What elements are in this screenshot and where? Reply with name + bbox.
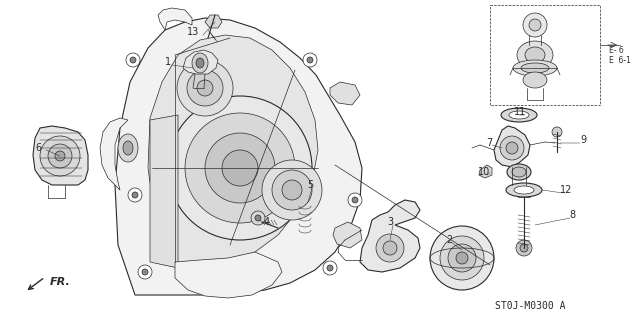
- Ellipse shape: [500, 136, 524, 160]
- Ellipse shape: [272, 170, 312, 210]
- Ellipse shape: [130, 57, 136, 63]
- Text: 10: 10: [478, 167, 490, 177]
- Text: 7: 7: [486, 138, 492, 148]
- Polygon shape: [183, 50, 218, 74]
- Ellipse shape: [448, 244, 476, 272]
- Ellipse shape: [525, 47, 545, 63]
- Ellipse shape: [348, 193, 362, 207]
- Text: 8: 8: [569, 210, 575, 220]
- Ellipse shape: [303, 53, 317, 67]
- Text: FR.: FR.: [50, 277, 71, 287]
- Text: 9: 9: [580, 135, 586, 145]
- Ellipse shape: [185, 113, 295, 223]
- Ellipse shape: [138, 265, 152, 279]
- Ellipse shape: [196, 58, 204, 68]
- Ellipse shape: [513, 60, 557, 76]
- Ellipse shape: [132, 192, 138, 198]
- Ellipse shape: [440, 236, 484, 280]
- Text: 12: 12: [560, 185, 572, 195]
- Ellipse shape: [55, 151, 65, 161]
- Ellipse shape: [456, 252, 468, 264]
- Ellipse shape: [222, 150, 258, 186]
- Ellipse shape: [126, 53, 140, 67]
- Ellipse shape: [128, 188, 142, 202]
- Ellipse shape: [205, 133, 275, 203]
- Text: 2: 2: [446, 235, 452, 245]
- Polygon shape: [148, 35, 318, 265]
- Text: 5: 5: [307, 180, 313, 190]
- Text: 6: 6: [35, 143, 41, 153]
- Text: E  6-1: E 6-1: [609, 55, 631, 65]
- Ellipse shape: [142, 269, 148, 275]
- Ellipse shape: [352, 197, 358, 203]
- Ellipse shape: [430, 226, 494, 290]
- Ellipse shape: [529, 19, 541, 31]
- FancyBboxPatch shape: [490, 5, 600, 105]
- Ellipse shape: [552, 127, 562, 137]
- Ellipse shape: [523, 13, 547, 37]
- Text: 13: 13: [187, 27, 199, 37]
- Text: 3: 3: [387, 217, 393, 227]
- Polygon shape: [33, 126, 88, 185]
- Ellipse shape: [327, 265, 333, 271]
- Text: E- 6: E- 6: [609, 45, 624, 54]
- Polygon shape: [494, 126, 530, 167]
- Polygon shape: [330, 82, 360, 105]
- Ellipse shape: [514, 186, 534, 194]
- Ellipse shape: [506, 142, 518, 154]
- Text: ST0J-M0300 A: ST0J-M0300 A: [495, 301, 565, 311]
- Ellipse shape: [521, 63, 549, 73]
- Text: 11: 11: [514, 107, 526, 117]
- Text: 4: 4: [264, 217, 270, 227]
- Polygon shape: [479, 165, 492, 178]
- Ellipse shape: [509, 111, 529, 119]
- Ellipse shape: [282, 180, 302, 200]
- Ellipse shape: [123, 141, 133, 155]
- Ellipse shape: [520, 244, 528, 252]
- Ellipse shape: [262, 160, 322, 220]
- Ellipse shape: [323, 261, 337, 275]
- Polygon shape: [158, 8, 192, 30]
- Ellipse shape: [197, 80, 213, 96]
- Polygon shape: [100, 118, 128, 190]
- Ellipse shape: [506, 183, 542, 197]
- Ellipse shape: [251, 211, 265, 225]
- Ellipse shape: [192, 53, 208, 73]
- Ellipse shape: [383, 241, 397, 255]
- Ellipse shape: [376, 234, 404, 262]
- Polygon shape: [115, 18, 362, 295]
- Ellipse shape: [507, 164, 531, 180]
- Ellipse shape: [48, 144, 72, 168]
- Polygon shape: [150, 115, 178, 268]
- Ellipse shape: [187, 70, 223, 106]
- Polygon shape: [360, 200, 420, 272]
- Ellipse shape: [255, 215, 261, 221]
- Ellipse shape: [501, 108, 537, 122]
- Ellipse shape: [517, 41, 553, 69]
- Polygon shape: [333, 222, 362, 248]
- Ellipse shape: [40, 136, 80, 176]
- Ellipse shape: [307, 57, 313, 63]
- Polygon shape: [175, 252, 282, 298]
- Ellipse shape: [523, 72, 547, 88]
- Ellipse shape: [168, 96, 312, 240]
- Ellipse shape: [118, 134, 138, 162]
- Ellipse shape: [516, 240, 532, 256]
- Ellipse shape: [512, 167, 526, 177]
- Polygon shape: [205, 15, 222, 28]
- Text: 1: 1: [165, 57, 171, 67]
- Ellipse shape: [177, 60, 233, 116]
